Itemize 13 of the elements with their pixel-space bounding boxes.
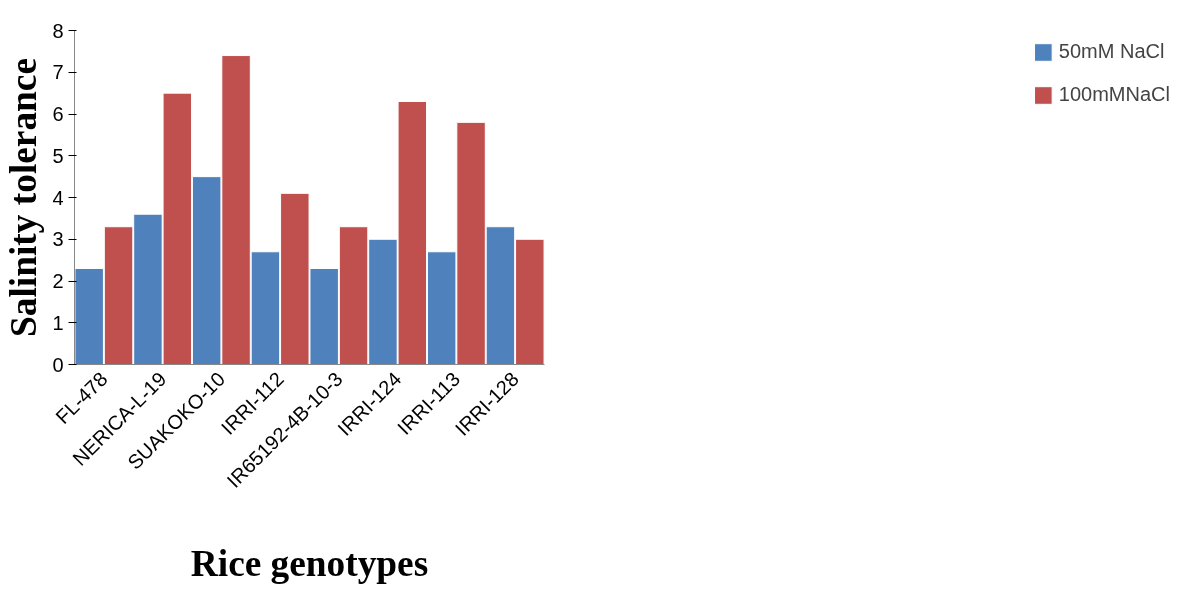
y-tick-label: 3	[52, 228, 64, 251]
y-tick-label: 0	[52, 353, 64, 376]
y-axis-title: Salinity tolerance	[3, 58, 45, 337]
legend-label: 50mM NaCl	[1058, 40, 1165, 63]
y-tick-label: 4	[52, 186, 64, 209]
x-axis-title: Rice genotypes	[190, 542, 429, 584]
y-tick-label: 6	[52, 103, 64, 125]
legend-label: 100mMNaCl	[1058, 83, 1170, 106]
y-tick-label: 2	[52, 270, 64, 292]
y-tick-label: 5	[52, 144, 64, 167]
y-tick-label: 8	[52, 19, 64, 42]
y-tick-label: 7	[52, 61, 64, 84]
y-tick-label: 1	[52, 311, 64, 334]
